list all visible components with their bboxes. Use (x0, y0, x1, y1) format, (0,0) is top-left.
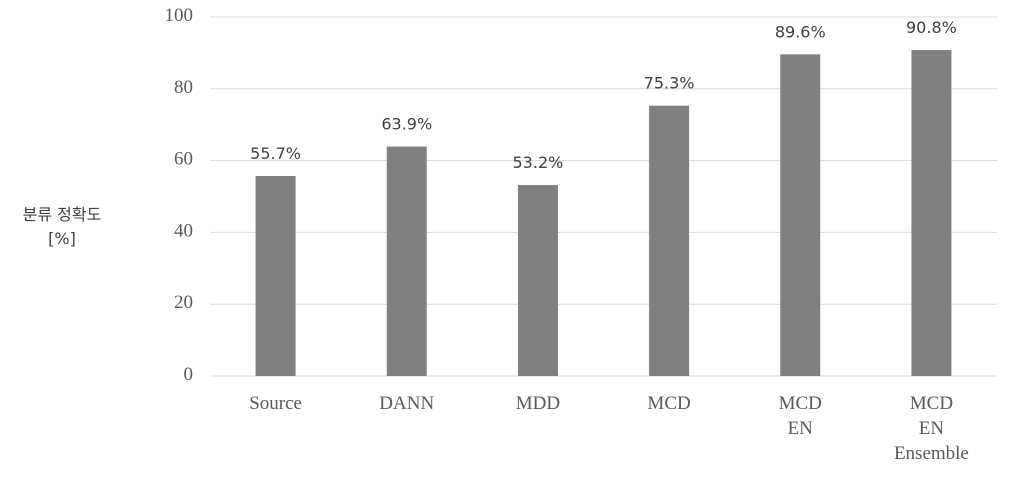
bar (780, 54, 821, 376)
y-tick-label: 0 (184, 364, 194, 385)
value-label: 75.3% (644, 73, 695, 92)
x-tick-label: MCD (647, 393, 690, 414)
bar (911, 50, 952, 376)
x-tick-label: MDD (516, 393, 560, 414)
x-tick-label: Source (249, 393, 302, 414)
bar (517, 185, 558, 376)
value-label: 55.7% (250, 144, 301, 163)
value-label: 63.9% (381, 114, 432, 133)
y-axis-label: 분류 정확도 [%] (23, 205, 102, 248)
value-label: 53.2% (513, 153, 564, 172)
bar (386, 146, 427, 376)
y-tick-label: 80 (174, 77, 193, 98)
x-tick-label: MCD EN (779, 393, 822, 439)
x-tick-label: DANN (379, 393, 434, 414)
bar (255, 176, 296, 376)
y-tick-label: 100 (165, 5, 194, 26)
y-tick-label: 40 (174, 221, 193, 242)
x-tick-label: MCD EN Ensemble (894, 393, 969, 464)
bar (649, 105, 690, 376)
y-tick-label: 60 (174, 149, 193, 170)
value-label: 89.6% (775, 22, 826, 41)
y-tick-label: 20 (174, 293, 193, 314)
value-label: 90.8% (906, 18, 957, 37)
